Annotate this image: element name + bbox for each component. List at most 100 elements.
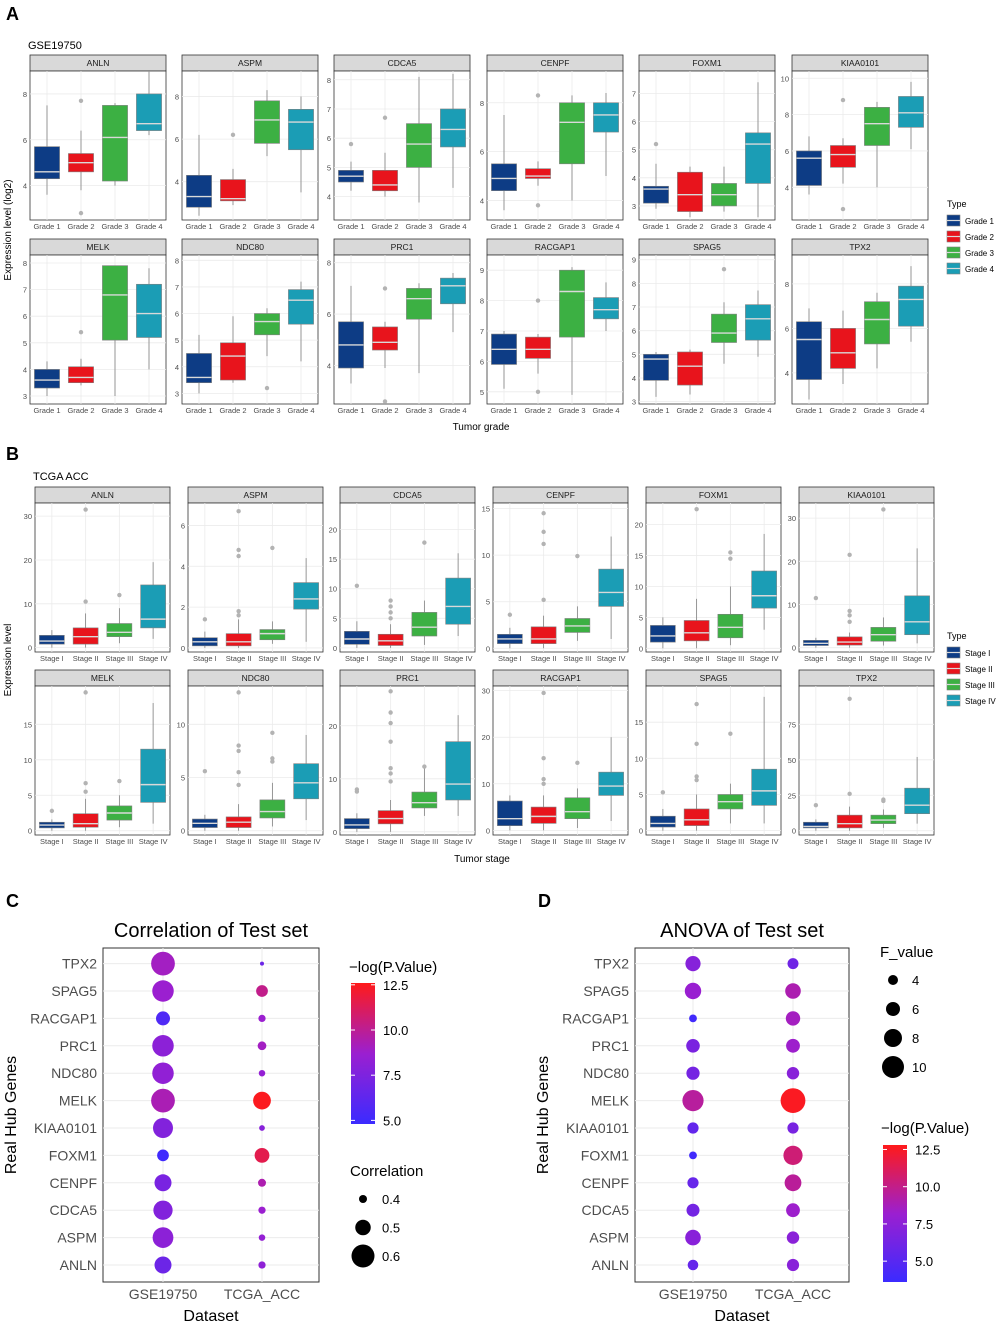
box-stage-ii: [377, 598, 404, 648]
outlier-point: [270, 759, 275, 764]
x-tick-label: Stage III: [869, 654, 897, 663]
y-tick-label: CDCA5: [50, 1202, 98, 1218]
size-legend-label: 6: [912, 1002, 919, 1017]
x-tick-label: Grade 2: [371, 406, 398, 415]
color-bar-label: 12.5: [915, 1142, 940, 1157]
x-tick-label: Stage IV: [903, 654, 932, 663]
legend-label: Grade 1: [965, 217, 994, 226]
outlier-point: [83, 789, 88, 794]
dot-melk-gse19750: [682, 1090, 704, 1112]
outlier-point: [541, 597, 546, 603]
x-tick-label: Grade 2: [219, 222, 246, 231]
dot-cdca5-gse19750: [153, 1200, 173, 1220]
y-tick-label: 9: [632, 256, 636, 265]
x-tick-label: Stage IV: [750, 654, 779, 663]
dot-cenpf-tcga_acc: [258, 1178, 266, 1187]
box-body: [497, 800, 523, 826]
outlier-point: [388, 710, 393, 715]
box-stage-iii: [106, 778, 133, 828]
outlier-point: [541, 529, 546, 535]
y-tick-label: 6: [632, 327, 636, 336]
box-stage-iii: [870, 797, 897, 828]
box-body: [406, 123, 432, 168]
facet-foxm1: FOXM1 0 5 10 15 20 Stage I Stage II Stage III Sta…: [635, 486, 782, 663]
box-grade-3: [254, 90, 280, 157]
y-tick-label: CENPF: [50, 1175, 97, 1191]
y-tick-label: 0: [28, 827, 32, 836]
box-stage-iii: [717, 731, 744, 824]
y-tick-label: 8: [632, 279, 636, 288]
box-grade-3: [254, 308, 280, 391]
box-stage-i: [344, 583, 370, 648]
outlier-point: [78, 210, 84, 216]
dot-spag5-gse19750: [684, 982, 702, 1000]
facet-melk: MELK 3 4 5 6 7 8 Grade 1 Grade 2 Grade 3 Grade 4: [23, 238, 167, 415]
box-stage-iv: [751, 696, 777, 824]
legend-label: Stage II: [965, 665, 993, 674]
x-tick-label: Stage III: [258, 654, 286, 663]
outlier-point: [535, 389, 541, 395]
outlier-point: [535, 203, 541, 208]
x-tick-label: Grade 2: [524, 222, 551, 231]
y-tick-label: FOXM1: [49, 1147, 97, 1163]
outlier-point: [236, 613, 241, 618]
box-body: [717, 613, 744, 639]
color-bar-label: 10.0: [915, 1180, 940, 1195]
y-tick-label: 5: [480, 388, 484, 397]
x-tick-label: Grade 4: [439, 222, 466, 231]
y-tick-label: 4: [785, 183, 789, 192]
dot-spag5-tcga_acc: [785, 983, 801, 999]
outlier-point: [270, 756, 275, 761]
y-tick-label: 5: [181, 774, 185, 783]
color-bar: [883, 1145, 907, 1282]
x-tick-label: Stage I: [804, 654, 828, 663]
x-tick-label: Grade 1: [337, 222, 364, 231]
box-grade-2: [68, 329, 94, 386]
box-grade-4: [288, 281, 314, 362]
box-stage-iv: [293, 558, 319, 642]
y-tick-label: 10: [788, 600, 796, 609]
x-tick-label: Grade 3: [710, 406, 737, 415]
box-stage-iii: [411, 540, 438, 645]
outlier-point: [847, 619, 852, 624]
y-tick-label: 5: [632, 350, 636, 359]
y-tick-label: 10: [635, 582, 643, 591]
x-tick-label: GSE19750: [659, 1286, 728, 1302]
box-body: [864, 301, 890, 345]
outlier-point: [881, 798, 886, 804]
facet-title: SPAG5: [700, 673, 728, 683]
box-grade-1: [34, 105, 60, 195]
facet-title: FOXM1: [692, 58, 722, 68]
x-tick-label: Grade 4: [135, 406, 162, 415]
x-tick-label: Grade 4: [439, 406, 466, 415]
outlier-point: [847, 613, 852, 618]
x-tick-label: Stage II: [226, 654, 252, 663]
box-grade-4: [440, 73, 466, 188]
y-tick-label: 6: [632, 118, 636, 127]
box-body: [598, 771, 624, 796]
x-tick-label: Stage IV: [139, 654, 168, 663]
box-body: [254, 313, 280, 336]
y-tick-label: 7: [175, 283, 179, 292]
x-tick-label: Stage IV: [139, 837, 168, 846]
box-grade-2: [677, 166, 703, 218]
box-body: [72, 813, 99, 828]
facet-title: MELK: [86, 242, 109, 252]
box-grade-3: [406, 76, 432, 203]
y-tick-label: 5: [333, 614, 337, 623]
x-tick-label: Grade 3: [405, 222, 432, 231]
y-tick-label: 4: [327, 193, 331, 202]
y-tick-label: 6: [327, 134, 331, 143]
outlier-point: [694, 701, 699, 707]
box-body: [406, 288, 432, 320]
x-tick-label: Grade 2: [67, 222, 94, 231]
outlier-point: [541, 776, 546, 782]
y-tick-label: 15: [635, 718, 643, 727]
legend-title: Type: [947, 631, 967, 641]
y-tick-label: FOXM1: [581, 1147, 629, 1163]
box-grade-3: [406, 283, 432, 374]
outlier-point: [49, 808, 55, 814]
outlier-point: [535, 93, 541, 98]
y-tick-label: KIAA0101: [566, 1120, 629, 1136]
box-stage-ii: [377, 689, 404, 832]
